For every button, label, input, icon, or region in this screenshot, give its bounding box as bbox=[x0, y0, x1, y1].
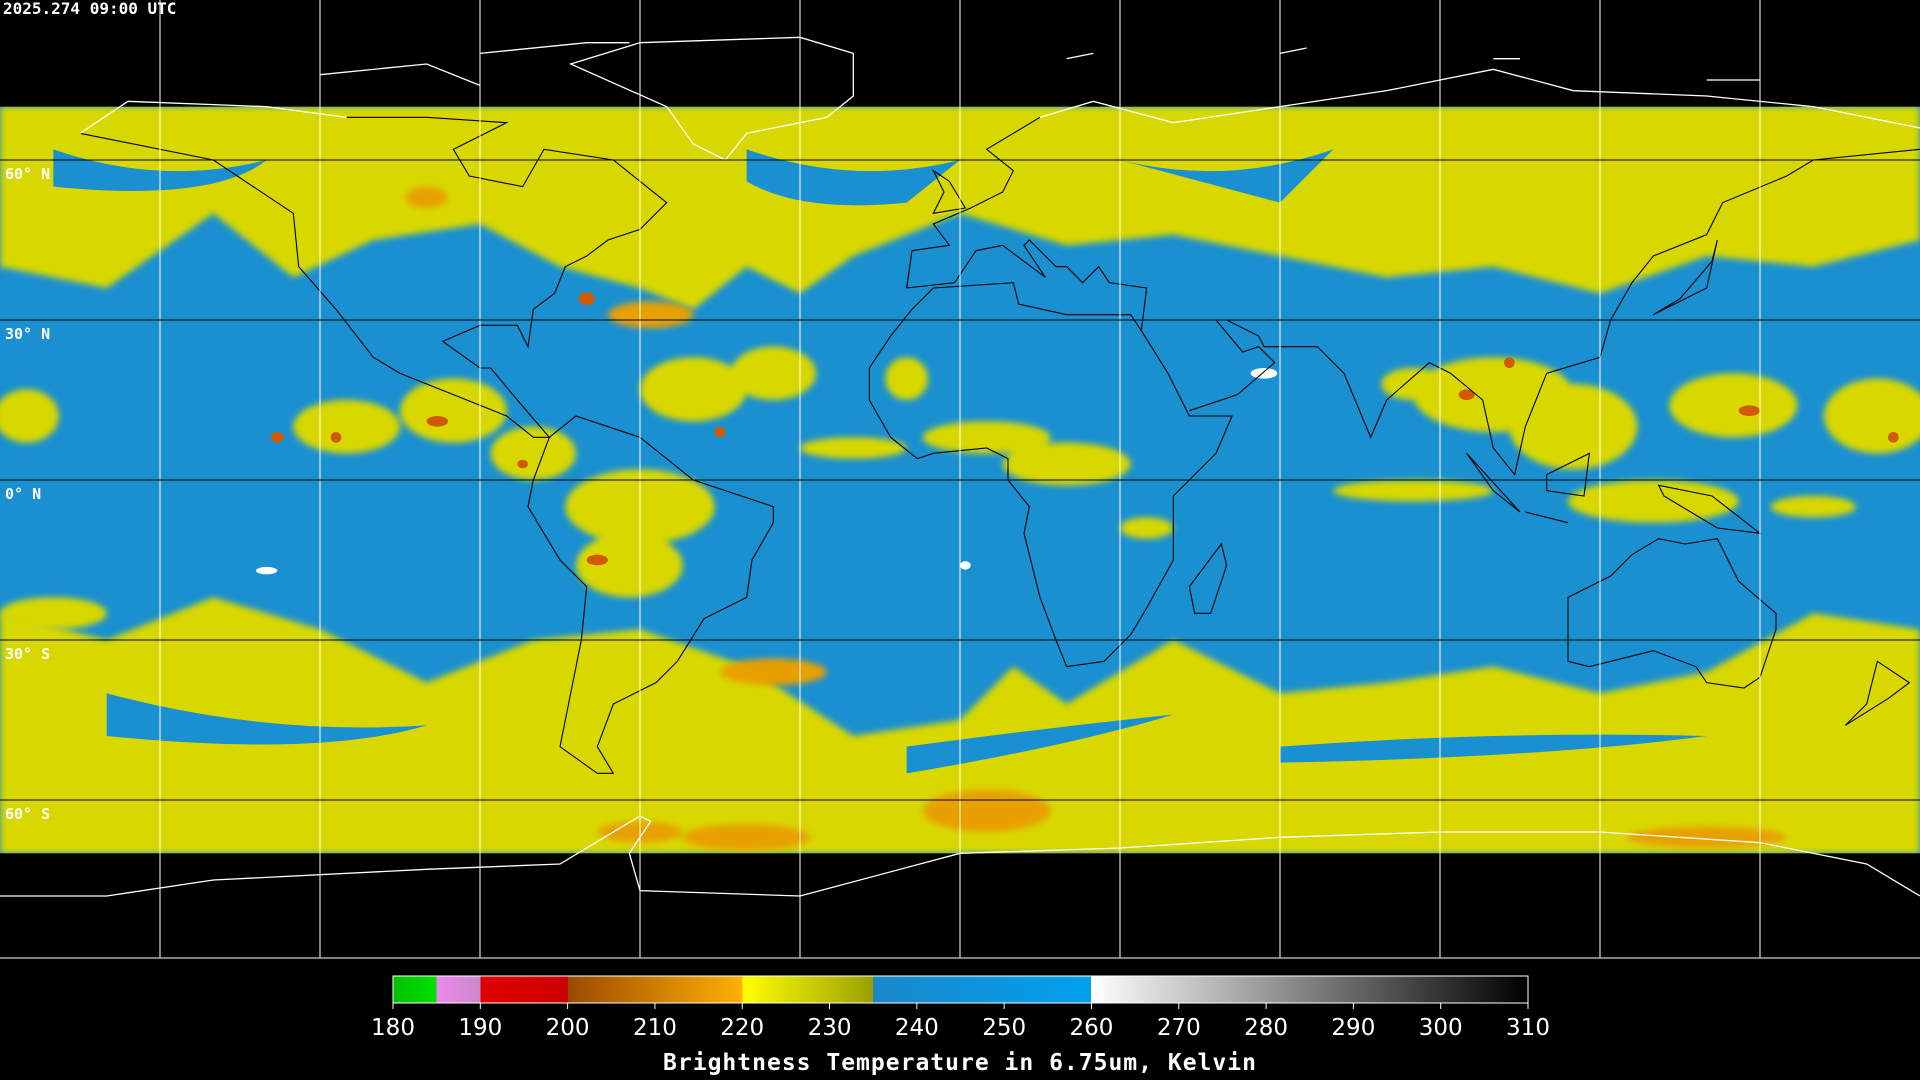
colorbar-tick-label: 260 bbox=[1070, 1015, 1114, 1041]
colorbar-tick-label: 180 bbox=[371, 1015, 415, 1041]
colorbar-label: Brightness Temperature in 6.75um, Kelvin bbox=[663, 1050, 1257, 1076]
colorbar-tick-label: 310 bbox=[1506, 1015, 1550, 1041]
latitude-labels: 60° N 30° N 0° N 30° S 60° S bbox=[5, 165, 50, 823]
latitude-label: 60° S bbox=[5, 805, 50, 823]
latitude-label: 30° S bbox=[5, 645, 50, 663]
colorbar-tick-label: 270 bbox=[1157, 1015, 1201, 1041]
colorbar-tick-label: 290 bbox=[1331, 1015, 1375, 1041]
colorbar-tick-label: 200 bbox=[546, 1015, 590, 1041]
colorbar-tick-label: 230 bbox=[808, 1015, 852, 1041]
colorbar-tick-label: 280 bbox=[1244, 1015, 1288, 1041]
latitude-label: 30° N bbox=[5, 325, 50, 343]
graticule bbox=[0, 0, 1920, 959]
colorbar-tick-label: 240 bbox=[895, 1015, 939, 1041]
colorbar-tick-label: 220 bbox=[720, 1015, 764, 1041]
timestamp: 2025.274 09:00 UTC bbox=[3, 0, 176, 18]
colorbar bbox=[392, 975, 1529, 1004]
colorbar-tick-label: 300 bbox=[1419, 1015, 1463, 1041]
colorbar-tick-label: 190 bbox=[458, 1015, 502, 1041]
colorbar-tick-label: 210 bbox=[633, 1015, 677, 1041]
colorbar-tick-label: 250 bbox=[982, 1015, 1026, 1041]
latitude-label: 60° N bbox=[5, 165, 50, 183]
latitude-label: 0° N bbox=[5, 485, 41, 503]
